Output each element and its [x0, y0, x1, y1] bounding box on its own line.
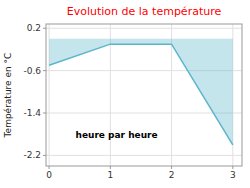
- tick-label-x: 2: [169, 170, 175, 180]
- tick-y: [43, 155, 46, 156]
- chart-container: 0.2 -0.6 -1.4 -2.2 0 1 2 3 Température en °C heur…: [0, 0, 250, 188]
- area-fill: [49, 39, 233, 145]
- line: [49, 44, 233, 145]
- tick-label-x: 0: [46, 170, 52, 180]
- title: Evolution de la température: [67, 5, 222, 18]
- tick-label-y: 0.2: [27, 23, 41, 33]
- tick-x: [232, 166, 233, 169]
- tick-label-y: -2.2: [23, 150, 41, 160]
- tick-label-y: -0.6: [23, 66, 41, 76]
- tick-y: [43, 28, 46, 29]
- tick-label-y: -1.4: [23, 108, 41, 118]
- y-axis-label: Température en °C: [3, 53, 13, 139]
- tick-x: [49, 166, 50, 169]
- chart-svg: 0.2 -0.6 -1.4 -2.2 0 1 2 3 Température en °C heur…: [0, 0, 250, 188]
- x-axis-label: heure par heure: [75, 130, 157, 140]
- tick-x: [110, 166, 111, 169]
- tick-y: [43, 113, 46, 114]
- grid-line-x: [110, 24, 111, 166]
- grid-line-y: [46, 28, 242, 29]
- tick-label-x: 3: [230, 170, 236, 180]
- tick-y: [43, 70, 46, 71]
- grid-line-y: [46, 155, 242, 156]
- marks: [49, 39, 233, 145]
- grid: [46, 24, 242, 166]
- tick-x: [171, 166, 172, 169]
- tick-label-x: 1: [107, 170, 113, 180]
- axes: 0.2 -0.6 -1.4 -2.2 0 1 2 3: [23, 23, 235, 180]
- plot-frame: [46, 24, 242, 166]
